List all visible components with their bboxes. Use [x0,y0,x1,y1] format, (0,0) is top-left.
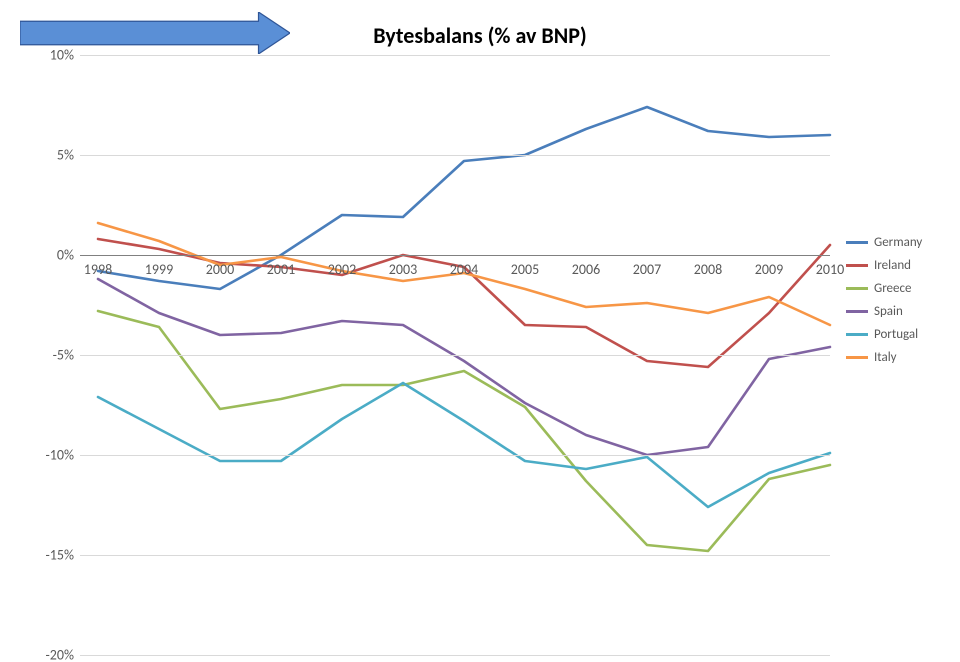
series-line-ireland [98,239,830,367]
plot-area: 10%5%0%-5%-10%-15%-20%199819992000200120… [80,55,830,655]
x-axis-label: 2001 [267,261,295,278]
y-axis-label: 0% [57,247,80,264]
legend-item-ireland: Ireland [846,258,922,273]
x-axis-label: 2007 [633,261,661,278]
x-axis-label: 2010 [816,261,844,278]
gridline [80,655,830,656]
x-axis-label: 2003 [389,261,417,278]
legend: Germany Ireland Greece Spain Portugal Italy [846,235,922,373]
legend-label: Germany [874,235,922,250]
legend-label: Ireland [874,258,911,273]
x-axis-label: 1998 [84,261,112,278]
legend-swatch [846,287,868,290]
y-axis-label: -10% [46,447,81,464]
x-axis-label: 2009 [755,261,783,278]
legend-label: Greece [874,281,911,296]
legend-item-spain: Spain [846,304,922,319]
legend-label: Portugal [874,327,918,342]
gridline [80,155,830,156]
gridline [80,355,830,356]
y-axis-label: -20% [46,647,81,662]
baseline [80,255,830,256]
x-axis-label: 2006 [572,261,600,278]
x-axis-label: 2008 [694,261,722,278]
x-axis-label: 1999 [145,261,173,278]
legend-item-italy: Italy [846,350,922,365]
series-line-spain [98,279,830,455]
legend-label: Italy [874,350,897,365]
gridline [80,455,830,456]
y-axis-label: 10% [50,47,80,64]
gridline [80,555,830,556]
legend-swatch [846,310,868,313]
legend-item-portugal: Portugal [846,327,922,342]
legend-label: Spain [874,304,903,319]
gridline [80,55,830,56]
series-line-portugal [98,383,830,507]
x-axis-label: 2000 [206,261,234,278]
x-axis-label: 2002 [328,261,356,278]
legend-item-greece: Greece [846,281,922,296]
legend-swatch [846,264,868,267]
y-axis-label: -15% [46,547,81,564]
x-axis-label: 2005 [511,261,539,278]
legend-swatch [846,333,868,336]
y-axis-label: 5% [57,147,80,164]
x-axis-label: 2004 [450,261,478,278]
legend-item-germany: Germany [846,235,922,250]
y-axis-label: -5% [53,347,80,364]
legend-swatch [846,241,868,244]
legend-swatch [846,356,868,359]
chart: 10% 5% 0% -5% -10% -15% -20% 1998 1999 2000 2001 20… [0,0,960,662]
